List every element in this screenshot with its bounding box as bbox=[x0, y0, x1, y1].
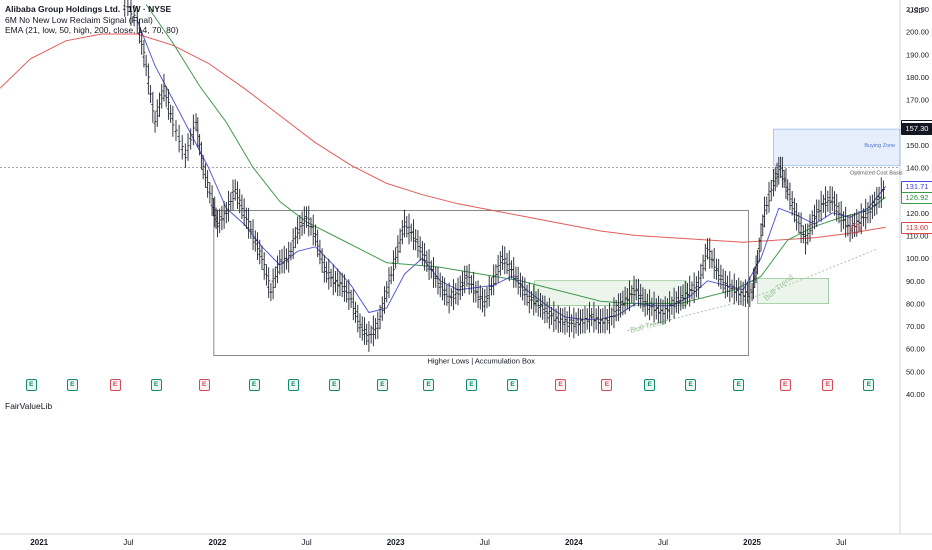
chart-legend: Alibaba Group Holdings Ltd. · 1W · NYSE … bbox=[5, 4, 178, 36]
earnings-event-icon[interactable]: E bbox=[150, 379, 162, 391]
y-tick-label: 70.00 bbox=[906, 322, 925, 331]
y-tick-label: 150.00 bbox=[906, 141, 929, 150]
y-tick-label: 190.00 bbox=[906, 50, 929, 59]
x-tick-label: 2024 bbox=[565, 538, 583, 547]
y-tick-label: 170.00 bbox=[906, 96, 929, 105]
y-tick-label: 110.00 bbox=[906, 231, 928, 240]
x-tick-label: 2022 bbox=[209, 538, 227, 547]
earnings-miss-icon[interactable]: E bbox=[822, 379, 834, 391]
buying-zone-label: Buying Zone bbox=[864, 143, 895, 149]
y-tick-label: 40.00 bbox=[906, 390, 925, 399]
x-tick-label: Jul bbox=[123, 538, 133, 547]
earnings-miss-icon[interactable]: E bbox=[198, 379, 210, 391]
indicator-ema-label[interactable]: EMA (21, low, 50, high, 200, close, 14, … bbox=[5, 25, 179, 35]
zone-box bbox=[773, 128, 901, 166]
accumulation-box-label: Higher Lows | Accumulation Box bbox=[427, 356, 535, 365]
earnings-miss-icon[interactable]: E bbox=[779, 379, 791, 391]
earnings-event-icon[interactable]: E bbox=[287, 379, 299, 391]
price-tag: 113.60 bbox=[901, 222, 932, 235]
lower-pane-label[interactable]: FairValueLib bbox=[5, 401, 53, 411]
x-tick-label: Jul bbox=[480, 538, 490, 547]
earnings-event-icon[interactable]: E bbox=[733, 379, 745, 391]
bull-trend-label: Bull Trend bbox=[629, 317, 666, 334]
y-tick-label: 50.00 bbox=[906, 367, 925, 376]
earnings-event-icon[interactable]: E bbox=[66, 379, 78, 391]
y-tick-label: 80.00 bbox=[906, 299, 925, 308]
earnings-event-icon[interactable]: E bbox=[248, 379, 260, 391]
x-tick-label: Jul bbox=[836, 538, 846, 547]
y-tick-label: 100.00 bbox=[906, 254, 929, 263]
earnings-event-icon[interactable]: E bbox=[466, 379, 477, 391]
earnings-event-icon[interactable]: E bbox=[685, 379, 697, 391]
x-tick-label: 2025 bbox=[743, 538, 761, 547]
earnings-event-icon[interactable]: E bbox=[863, 379, 875, 391]
optimized-cost-label: Optimized Cost Basis bbox=[850, 170, 903, 176]
indicator-signal-label[interactable]: 6M No New Low Reclaim Signal (Final) bbox=[5, 14, 153, 25]
x-tick-label: 2021 bbox=[30, 538, 48, 547]
y-tick-label: 60.00 bbox=[906, 345, 925, 354]
earnings-event-icon[interactable]: E bbox=[328, 379, 340, 391]
symbol-title[interactable]: Alibaba Group Holdings Ltd. · 1W · NYSE bbox=[5, 4, 172, 14]
x-tick-label: Jul bbox=[658, 538, 668, 547]
y-tick-label: 180.00 bbox=[906, 73, 929, 82]
earnings-miss-icon[interactable]: E bbox=[601, 379, 613, 391]
price-tag: 126.92 bbox=[901, 192, 932, 205]
signal-marker bbox=[850, 223, 861, 235]
y-tick-label: 90.00 bbox=[906, 277, 925, 286]
y-tick-label: 120.00 bbox=[906, 209, 929, 218]
y-tick-label: 140.00 bbox=[906, 164, 929, 173]
earnings-miss-icon[interactable]: E bbox=[109, 379, 121, 391]
currency-label: USD bbox=[908, 6, 924, 15]
x-tick-label: Jul bbox=[301, 538, 311, 547]
earnings-event-icon[interactable]: E bbox=[376, 379, 388, 391]
earnings-event-icon[interactable]: E bbox=[25, 379, 37, 391]
y-tick-label: 200.00 bbox=[906, 28, 929, 37]
y-tick-label: 210.00 bbox=[906, 5, 929, 14]
earnings-event-icon[interactable]: E bbox=[507, 379, 518, 391]
price-tag: 157.30 bbox=[901, 123, 932, 136]
earnings-event-icon[interactable]: E bbox=[644, 379, 656, 391]
earnings-miss-icon[interactable]: E bbox=[555, 379, 567, 391]
ema-200-line bbox=[0, 33, 886, 243]
x-tick-label: 2023 bbox=[387, 538, 405, 547]
earnings-event-icon[interactable]: E bbox=[423, 379, 435, 391]
